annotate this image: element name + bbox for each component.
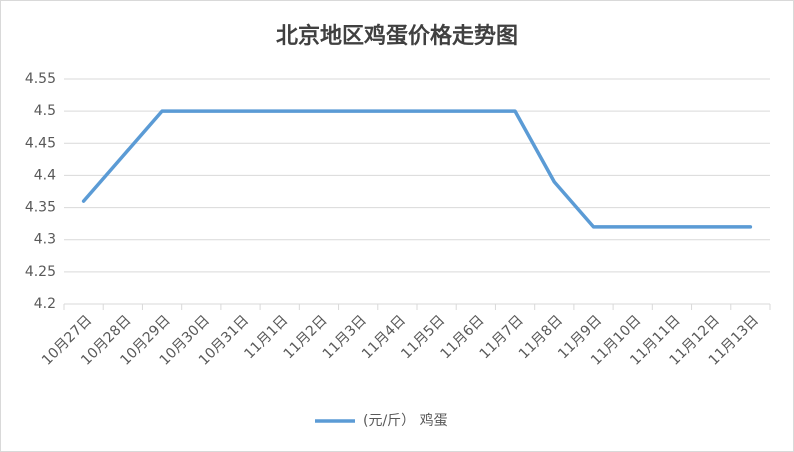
legend-label: (元/斤） 鸡蛋 xyxy=(363,412,448,429)
line xyxy=(81,109,753,229)
y-tick-label: 4.3 xyxy=(34,232,56,248)
y-tick-label: 4.45 xyxy=(25,135,56,151)
y-tick-label: 4.2 xyxy=(34,296,56,312)
y-tick-label: 4.55 xyxy=(25,71,56,87)
y-tick-label: 4.5 xyxy=(34,103,56,119)
y-tick-label: 4.25 xyxy=(25,264,56,280)
y-tick-label: 4.4 xyxy=(34,167,56,183)
y-tick-label: 4.35 xyxy=(25,200,56,216)
chart-title: 北京地区鸡蛋价格走势图 xyxy=(276,23,518,49)
